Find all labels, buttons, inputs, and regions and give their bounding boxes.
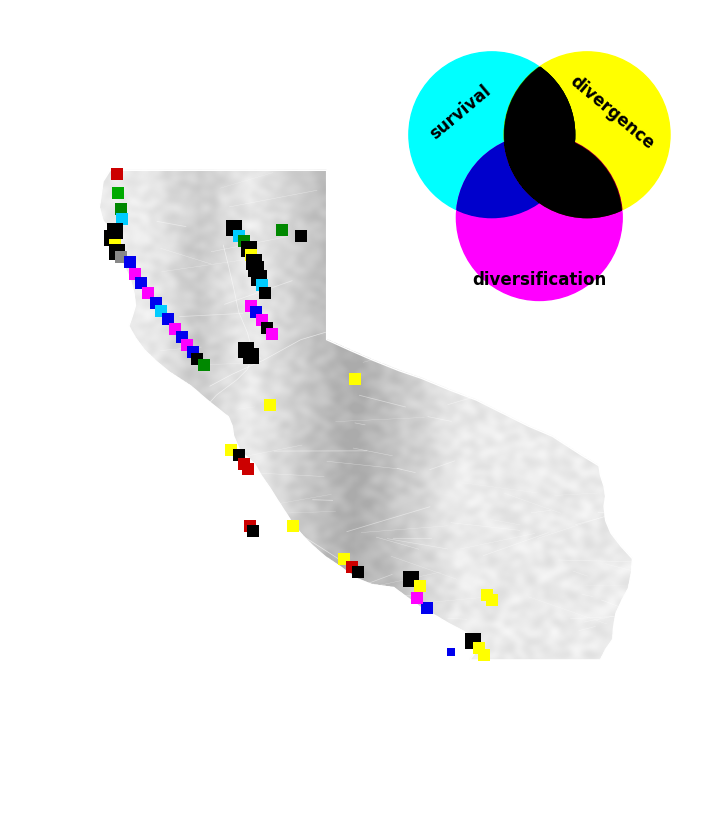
Text: divergence: divergence [567, 72, 658, 153]
Text: diversification: diversification [472, 271, 606, 289]
Circle shape [409, 52, 575, 217]
Circle shape [456, 135, 622, 300]
Circle shape [504, 52, 670, 217]
Circle shape [409, 52, 575, 217]
Circle shape [504, 52, 670, 217]
Circle shape [409, 52, 575, 217]
Circle shape [409, 52, 575, 217]
Circle shape [409, 52, 575, 217]
Circle shape [456, 135, 622, 300]
Circle shape [456, 135, 622, 300]
Text: survival: survival [426, 82, 495, 143]
Circle shape [504, 52, 670, 217]
Circle shape [504, 52, 670, 217]
